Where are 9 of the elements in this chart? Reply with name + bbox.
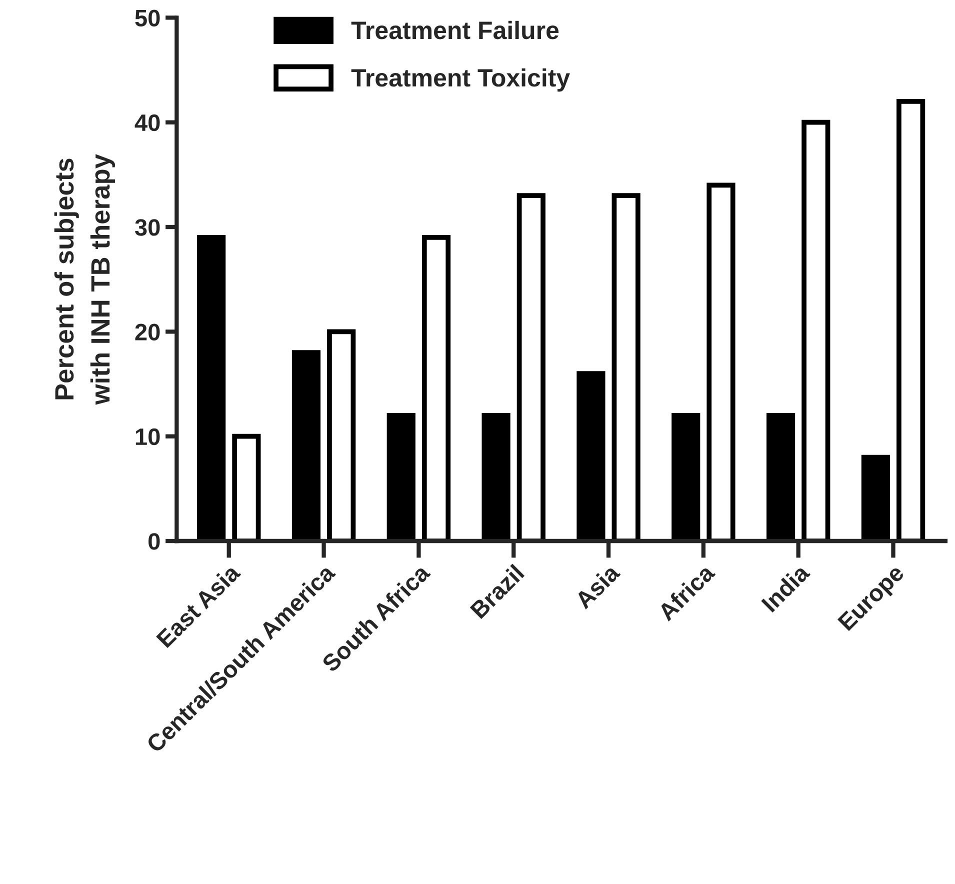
y-tick-label: 20 bbox=[135, 324, 160, 340]
y-tick-label: 0 bbox=[148, 533, 160, 550]
y-tick-label: 30 bbox=[134, 219, 160, 236]
legend-label: Treatment Failure bbox=[351, 20, 559, 40]
legend-label: Treatment Toxicity bbox=[351, 68, 570, 92]
y-axis-title: Percent of subjects with INH TB therapy bbox=[54, 154, 115, 405]
y-tick-label: 50 bbox=[135, 10, 160, 26]
y-tick-label: 40 bbox=[134, 114, 160, 132]
y-tick-label: 10 bbox=[136, 428, 160, 446]
